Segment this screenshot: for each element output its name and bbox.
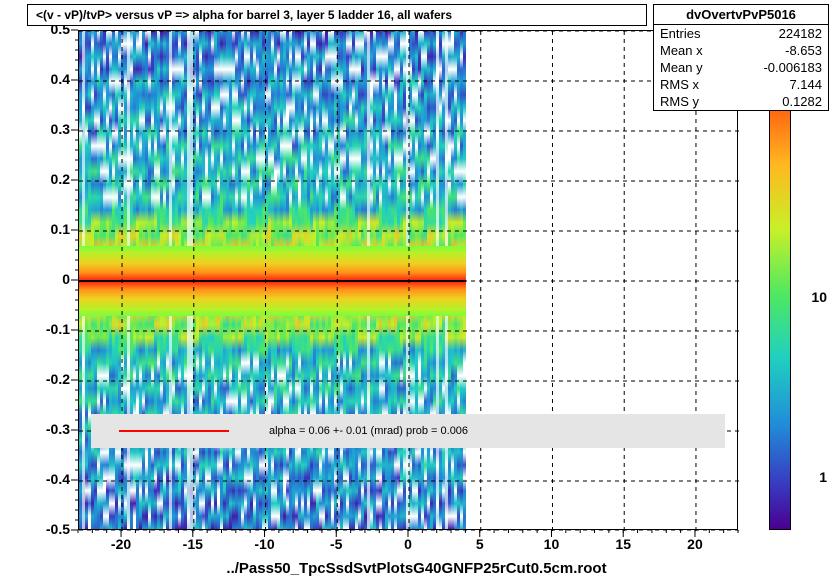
x-tick-label: -20 (111, 536, 131, 552)
x-tick-label: 10 (544, 536, 560, 552)
x-tick-label: 15 (615, 536, 631, 552)
legend-text: alpha = 0.06 +- 0.01 (mrad) prob = 0.006 (269, 425, 468, 437)
colorbar (769, 100, 791, 530)
legend-box: alpha = 0.06 +- 0.01 (mrad) prob = 0.006 (91, 414, 725, 448)
y-tick-label: -0.3 (22, 421, 70, 437)
legend-line (119, 430, 229, 432)
y-tick-label: 0.1 (22, 221, 70, 237)
colorbar-tick-label: 1 (819, 469, 827, 485)
stats-value: 7.144 (789, 77, 822, 92)
stats-row: RMS y 0.1282 (654, 93, 828, 110)
stats-name: dvOvertvPvP5016 (654, 5, 828, 25)
stats-label: Mean y (660, 60, 703, 75)
x-tick-label: 20 (687, 536, 703, 552)
y-tick-label: 0.3 (22, 121, 70, 137)
y-tick-label: -0.1 (22, 321, 70, 337)
y-tick-label: 0 (22, 271, 70, 287)
stats-row: Entries 224182 (654, 25, 828, 42)
stats-value: -8.653 (785, 43, 822, 58)
stats-label: RMS y (660, 94, 699, 109)
stats-row: RMS x 7.144 (654, 76, 828, 93)
x-tick-label: -10 (254, 536, 274, 552)
y-tick-label: -0.2 (22, 371, 70, 387)
plot-title: <(v - vP)/tvP> versus vP => alpha for ba… (27, 4, 647, 26)
colorbar-gradient (770, 101, 790, 529)
gridlines (79, 31, 739, 531)
stats-value: -0.006183 (763, 60, 822, 75)
stats-value: 0.1282 (782, 94, 822, 109)
x-tick-label: -5 (330, 536, 342, 552)
plot-frame: alpha = 0.06 +- 0.01 (mrad) prob = 0.006 (78, 30, 738, 530)
stats-row: Mean x -8.653 (654, 42, 828, 59)
stats-box: dvOvertvPvP5016 Entries 224182 Mean x -8.65… (653, 4, 829, 111)
y-tick-label: -0.4 (22, 471, 70, 487)
plot-area: alpha = 0.06 +- 0.01 (mrad) prob = 0.006 (79, 31, 737, 529)
stats-label: Mean x (660, 43, 703, 58)
stats-label: Entries (660, 26, 700, 41)
y-tick-label: 0.2 (22, 171, 70, 187)
plot-title-text: <(v - vP)/tvP> versus vP => alpha for ba… (36, 8, 452, 22)
y-tick-label: 0.4 (22, 71, 70, 87)
footer-path: ../Pass50_TpcSsdSvtPlotsG40GNFP25rCut0.5… (0, 560, 833, 577)
x-tick-label: 0 (404, 536, 412, 552)
stats-row: Mean y -0.006183 (654, 59, 828, 76)
colorbar-tick-label: 10 (811, 289, 827, 305)
y-tick-label: -0.5 (22, 521, 70, 537)
stats-value: 224182 (779, 26, 822, 41)
x-tick-label: -15 (183, 536, 203, 552)
stats-label: RMS x (660, 77, 699, 92)
x-tick-label: 5 (476, 536, 484, 552)
